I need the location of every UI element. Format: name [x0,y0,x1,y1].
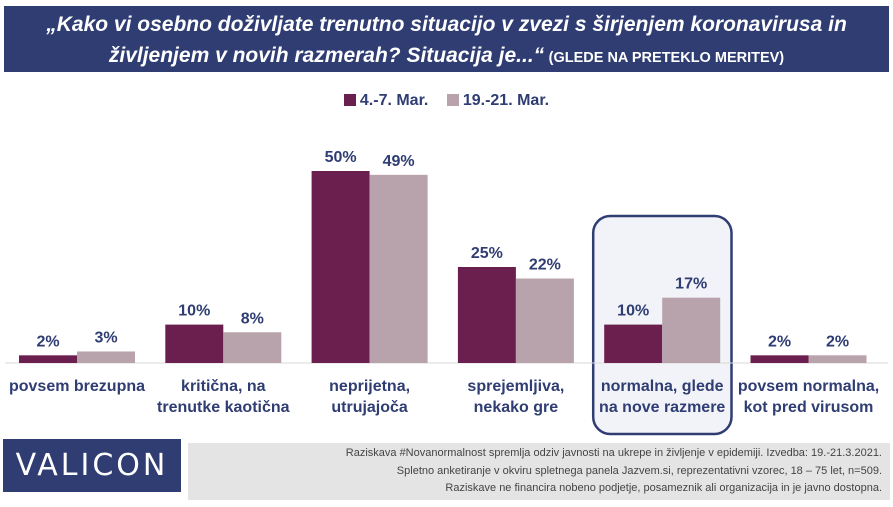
data-label: 8% [241,310,264,327]
data-label: 2% [36,333,59,350]
bar-1 [165,324,224,363]
legend-swatch-series-2 [446,94,459,106]
category-label: povsem brezupna [9,378,145,395]
data-label: 2% [826,333,849,350]
bar-2 [77,351,135,363]
bar-chart: 2% 3% povsem brezupna 10% 8% kritična, na tren… [5,149,888,436]
category-label: neprijetna, [329,378,410,395]
category-label: na nove razmere [599,399,725,416]
bar-1 [604,324,663,363]
footer-note-line: Raziskave ne financira nobeno podjetje, … [445,482,882,494]
data-label: 17% [675,276,707,293]
legend-label-series-1: 4.-7. Mar. [359,92,429,109]
footer-note: Raziskava #Novanormalnost spremlja odziv… [188,443,890,500]
bar-1 [19,355,77,363]
data-label: 50% [325,149,357,166]
data-label: 49% [383,153,415,170]
valicon-logo: VALICON [15,448,169,483]
data-label: 10% [178,303,210,320]
category-label: sprejemljiva, [467,378,564,395]
legend-item-series-2: 19.-21. Mar. [446,92,550,110]
category-label: kritična, na [181,378,266,395]
bar-2 [515,278,574,363]
data-label: 25% [471,245,503,262]
logo-box: VALICON [3,439,181,492]
legend-swatch-series-1 [343,94,356,106]
category-label: normalna, glede [601,378,724,395]
data-label: 3% [94,329,117,346]
bar-2 [223,332,282,363]
category-label: kot pred virusom [744,399,874,416]
footer-note-line: Raziskava #Novanormalnost spremlja odziv… [345,447,882,459]
survey-question: „Kako vi osebno doživljate trenutno situ… [46,13,847,67]
legend: 4.-7. Mar. 19.-21. Mar. [0,92,893,110]
bar-2 [369,174,428,363]
category-label: utrujajoča [331,399,408,416]
bar-1 [750,355,809,363]
category-label: trenutke kaotična [157,399,290,416]
bar-2 [662,297,721,363]
bar-1 [457,267,516,363]
bar-2 [808,355,867,363]
data-label: 10% [617,303,649,320]
bar-1 [311,171,370,363]
category-label: povsem normalna, [738,378,879,395]
footer-note-line: Spletno anketiranje v okviru spletnega p… [396,464,882,477]
data-label: 22% [529,257,561,274]
legend-label-series-2: 19.-21. Mar. [462,92,550,109]
chart-header: „Kako vi osebno doživljate trenutno situ… [4,6,889,72]
data-label: 2% [768,333,791,350]
comparison-note: (GLEDE NA PRETEKLO MERITEV) [548,50,785,66]
category-label: nekako gre [474,399,559,416]
legend-item-series-1: 4.-7. Mar. [343,92,429,110]
